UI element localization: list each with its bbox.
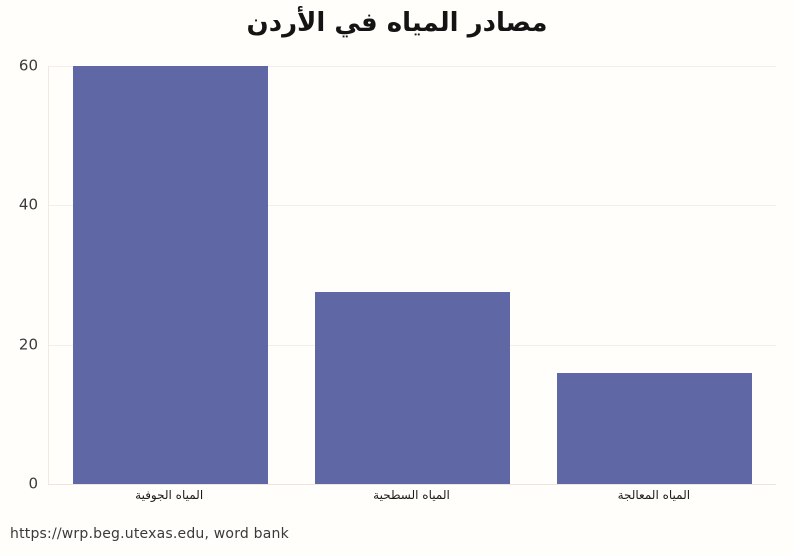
bar[interactable] [72, 66, 268, 484]
gridline [49, 66, 776, 67]
bar[interactable] [314, 292, 511, 484]
bar-band [291, 66, 533, 484]
gridline [49, 205, 776, 207]
chart-title: مصادر المياه في الأردن [246, 8, 548, 38]
x-axis-labels: المياه الجوفية المياه السطحية المياه الم… [48, 487, 775, 504]
plot-area [48, 66, 776, 485]
y-tick-label: 0 [28, 474, 38, 493]
y-tick-label: 60 [18, 56, 38, 75]
source-note: https://wrp.beg.utexas.edu, word bank [10, 526, 289, 542]
x-tick-label: المياه السطحية [373, 488, 450, 502]
bars-layer [49, 66, 776, 484]
y-tick-label: 40 [18, 195, 38, 214]
bar-band [49, 66, 291, 484]
x-tick-label: المياه المعالجة [617, 488, 691, 502]
y-tick-label: 20 [18, 335, 38, 354]
bar-band [534, 66, 776, 484]
bar[interactable] [557, 372, 753, 484]
y-axis: 60 40 20 0 [0, 58, 41, 491]
x-tick-label: المياه الجوفية [135, 488, 204, 502]
